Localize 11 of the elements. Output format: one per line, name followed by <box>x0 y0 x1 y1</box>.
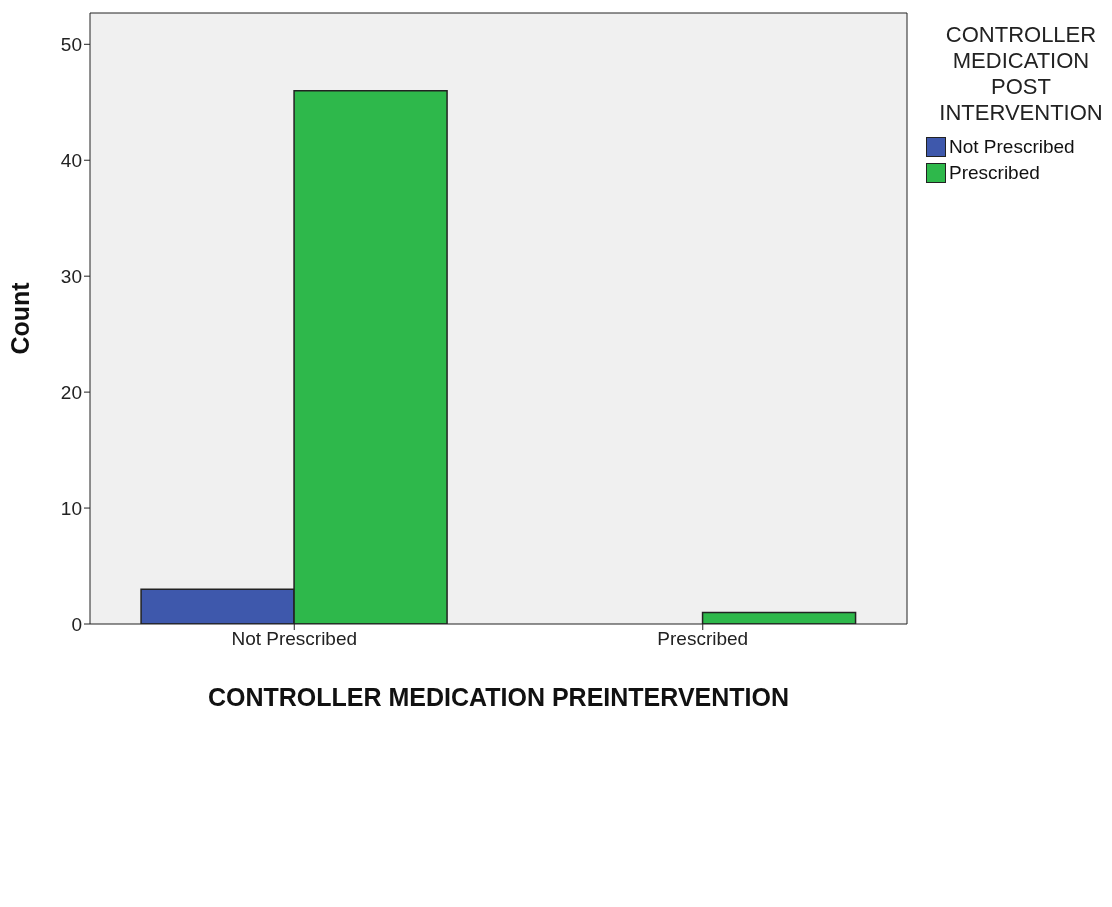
y-tick-label: 30 <box>60 265 82 287</box>
y-tick-label: 20 <box>60 381 82 403</box>
legend-label: Not Prescribed <box>948 135 1076 159</box>
x-axis-title: CONTROLLER MEDICATION PREINTERVENTION <box>207 683 790 711</box>
y-tick-label: 40 <box>60 149 82 171</box>
y-tick-label: 0 <box>71 613 82 635</box>
y-axis-title: Count <box>5 281 34 355</box>
y-tick-label: 50 <box>60 34 82 56</box>
legend-title: CONTROLLER MEDICATION POST INTERVENTION <box>938 22 1104 126</box>
y-tick-label: 10 <box>60 497 82 519</box>
legend-label: Prescribed <box>948 161 1041 185</box>
